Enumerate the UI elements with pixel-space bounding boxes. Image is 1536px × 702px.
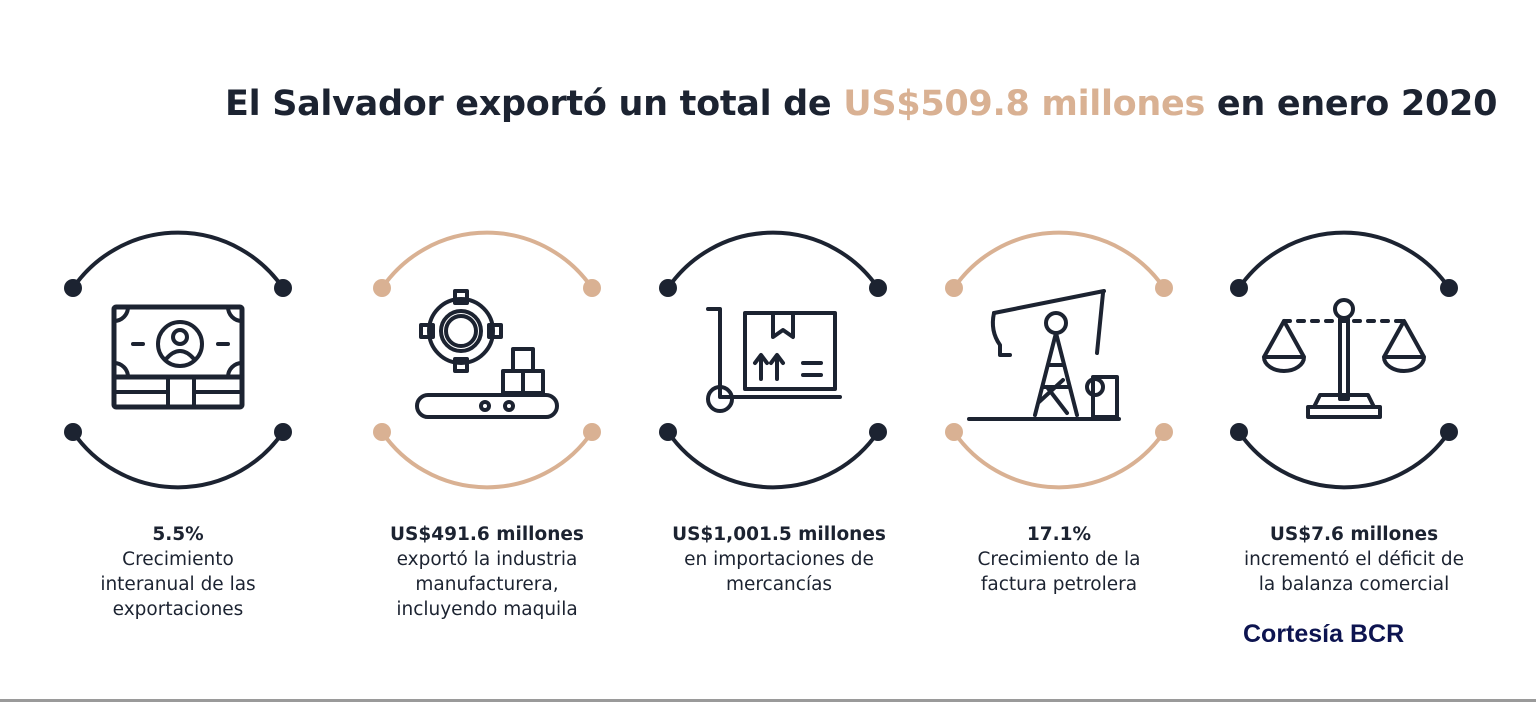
ring-dot xyxy=(1230,423,1248,441)
ring-dot xyxy=(659,423,677,441)
page-title: El Salvador exportó un total de US$509.8… xyxy=(225,84,1498,124)
balance-scale-icon xyxy=(1262,298,1426,419)
ring-arc-top xyxy=(380,230,594,290)
ring-dot xyxy=(1155,279,1173,297)
ring-arc-bottom xyxy=(952,430,1166,490)
divider xyxy=(0,699,1536,702)
stat-trade-deficit: US$7.6 millones incrementó el déficit de… xyxy=(1244,524,1464,595)
ring-dot xyxy=(1440,423,1458,441)
ring-arc-bottom xyxy=(1237,430,1451,490)
title-highlight: US$509.8 millones xyxy=(843,84,1206,124)
ring-dot xyxy=(945,423,963,441)
hand-truck-box-icon xyxy=(706,307,842,413)
ring-dot xyxy=(274,279,292,297)
stat-imports: US$1,001.5 millones en importaciones de m… xyxy=(672,524,886,595)
ring-dot xyxy=(659,279,677,297)
ring-dot xyxy=(945,279,963,297)
ring-arc-bottom xyxy=(71,430,285,490)
ring-dot xyxy=(373,279,391,297)
ring-dot xyxy=(64,279,82,297)
ring-arc-top xyxy=(1237,230,1451,290)
stat-exports-growth: 5.5% Crecimiento interanual de las exporta… xyxy=(100,524,256,620)
stat-oil-bill: 17.1% Crecimiento de la factura petrolera xyxy=(977,524,1141,595)
oil-pump-icon xyxy=(967,289,1121,421)
credit-text: Cortesía BCR xyxy=(1243,620,1405,648)
ring-arc-top xyxy=(666,230,880,290)
ring-dot xyxy=(274,423,292,441)
ring-dot xyxy=(1155,423,1173,441)
ring-arc-bottom xyxy=(666,430,880,490)
ring-dot xyxy=(869,279,887,297)
ring-dot xyxy=(64,423,82,441)
gear-conveyor-icon xyxy=(415,289,559,419)
stat-manufacturing: US$491.6 millones exportó la industria ma… xyxy=(390,524,584,620)
ring-dot xyxy=(869,423,887,441)
ring-arc-top xyxy=(71,230,285,290)
ring-dot xyxy=(1230,279,1248,297)
banknote-icon xyxy=(111,304,245,410)
ring-arc-bottom xyxy=(380,430,594,490)
ring-dot xyxy=(1440,279,1458,297)
ring-dot xyxy=(583,423,601,441)
ring-dot xyxy=(373,423,391,441)
ring-arc-top xyxy=(952,230,1166,290)
ring-dot xyxy=(583,279,601,297)
